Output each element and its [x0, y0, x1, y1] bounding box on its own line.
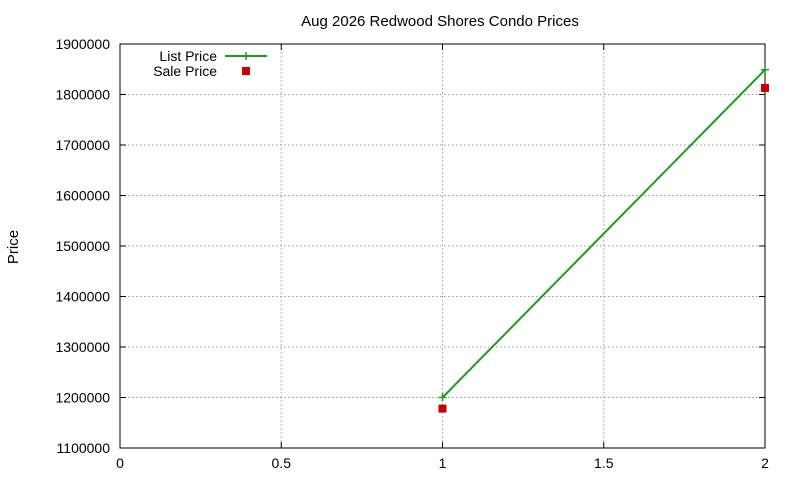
y-tick-label: 1800000 — [55, 87, 110, 103]
x-tick-label: 0.5 — [272, 455, 292, 471]
y-tick-label: 1900000 — [55, 36, 110, 52]
x-tick-label: 1 — [439, 455, 447, 471]
sale-price-point — [761, 83, 769, 92]
y-tick-label: 1300000 — [55, 339, 110, 355]
sale-price-point — [438, 404, 447, 413]
axes: 0 0.5 1 1.5 2 1100000 1200000 1300000 1400000 150… — [55, 36, 769, 471]
series — [438, 65, 769, 413]
y-tick-label: 1700000 — [55, 137, 110, 153]
x-tick-label: 2 — [761, 455, 769, 471]
y-tick-label: 1200000 — [55, 390, 110, 406]
y-tick-label: 1400000 — [55, 289, 110, 305]
y-axis-label: Price — [5, 230, 22, 264]
list-price-line — [441, 69, 766, 399]
y-tick-label: 1600000 — [55, 188, 110, 204]
chart-title: Aug 2026 Redwood Shores Condo Prices — [301, 13, 579, 30]
grid — [120, 44, 765, 448]
y-tick-label: 1100000 — [57, 440, 111, 456]
legend-square-marker — [242, 67, 250, 75]
x-tick-label: 1.5 — [594, 455, 614, 471]
legend-label: Sale Price — [153, 63, 217, 79]
legend-label: List Price — [159, 48, 217, 64]
y-tick-label: 1500000 — [55, 238, 110, 254]
x-tick-label: 0 — [116, 455, 124, 471]
